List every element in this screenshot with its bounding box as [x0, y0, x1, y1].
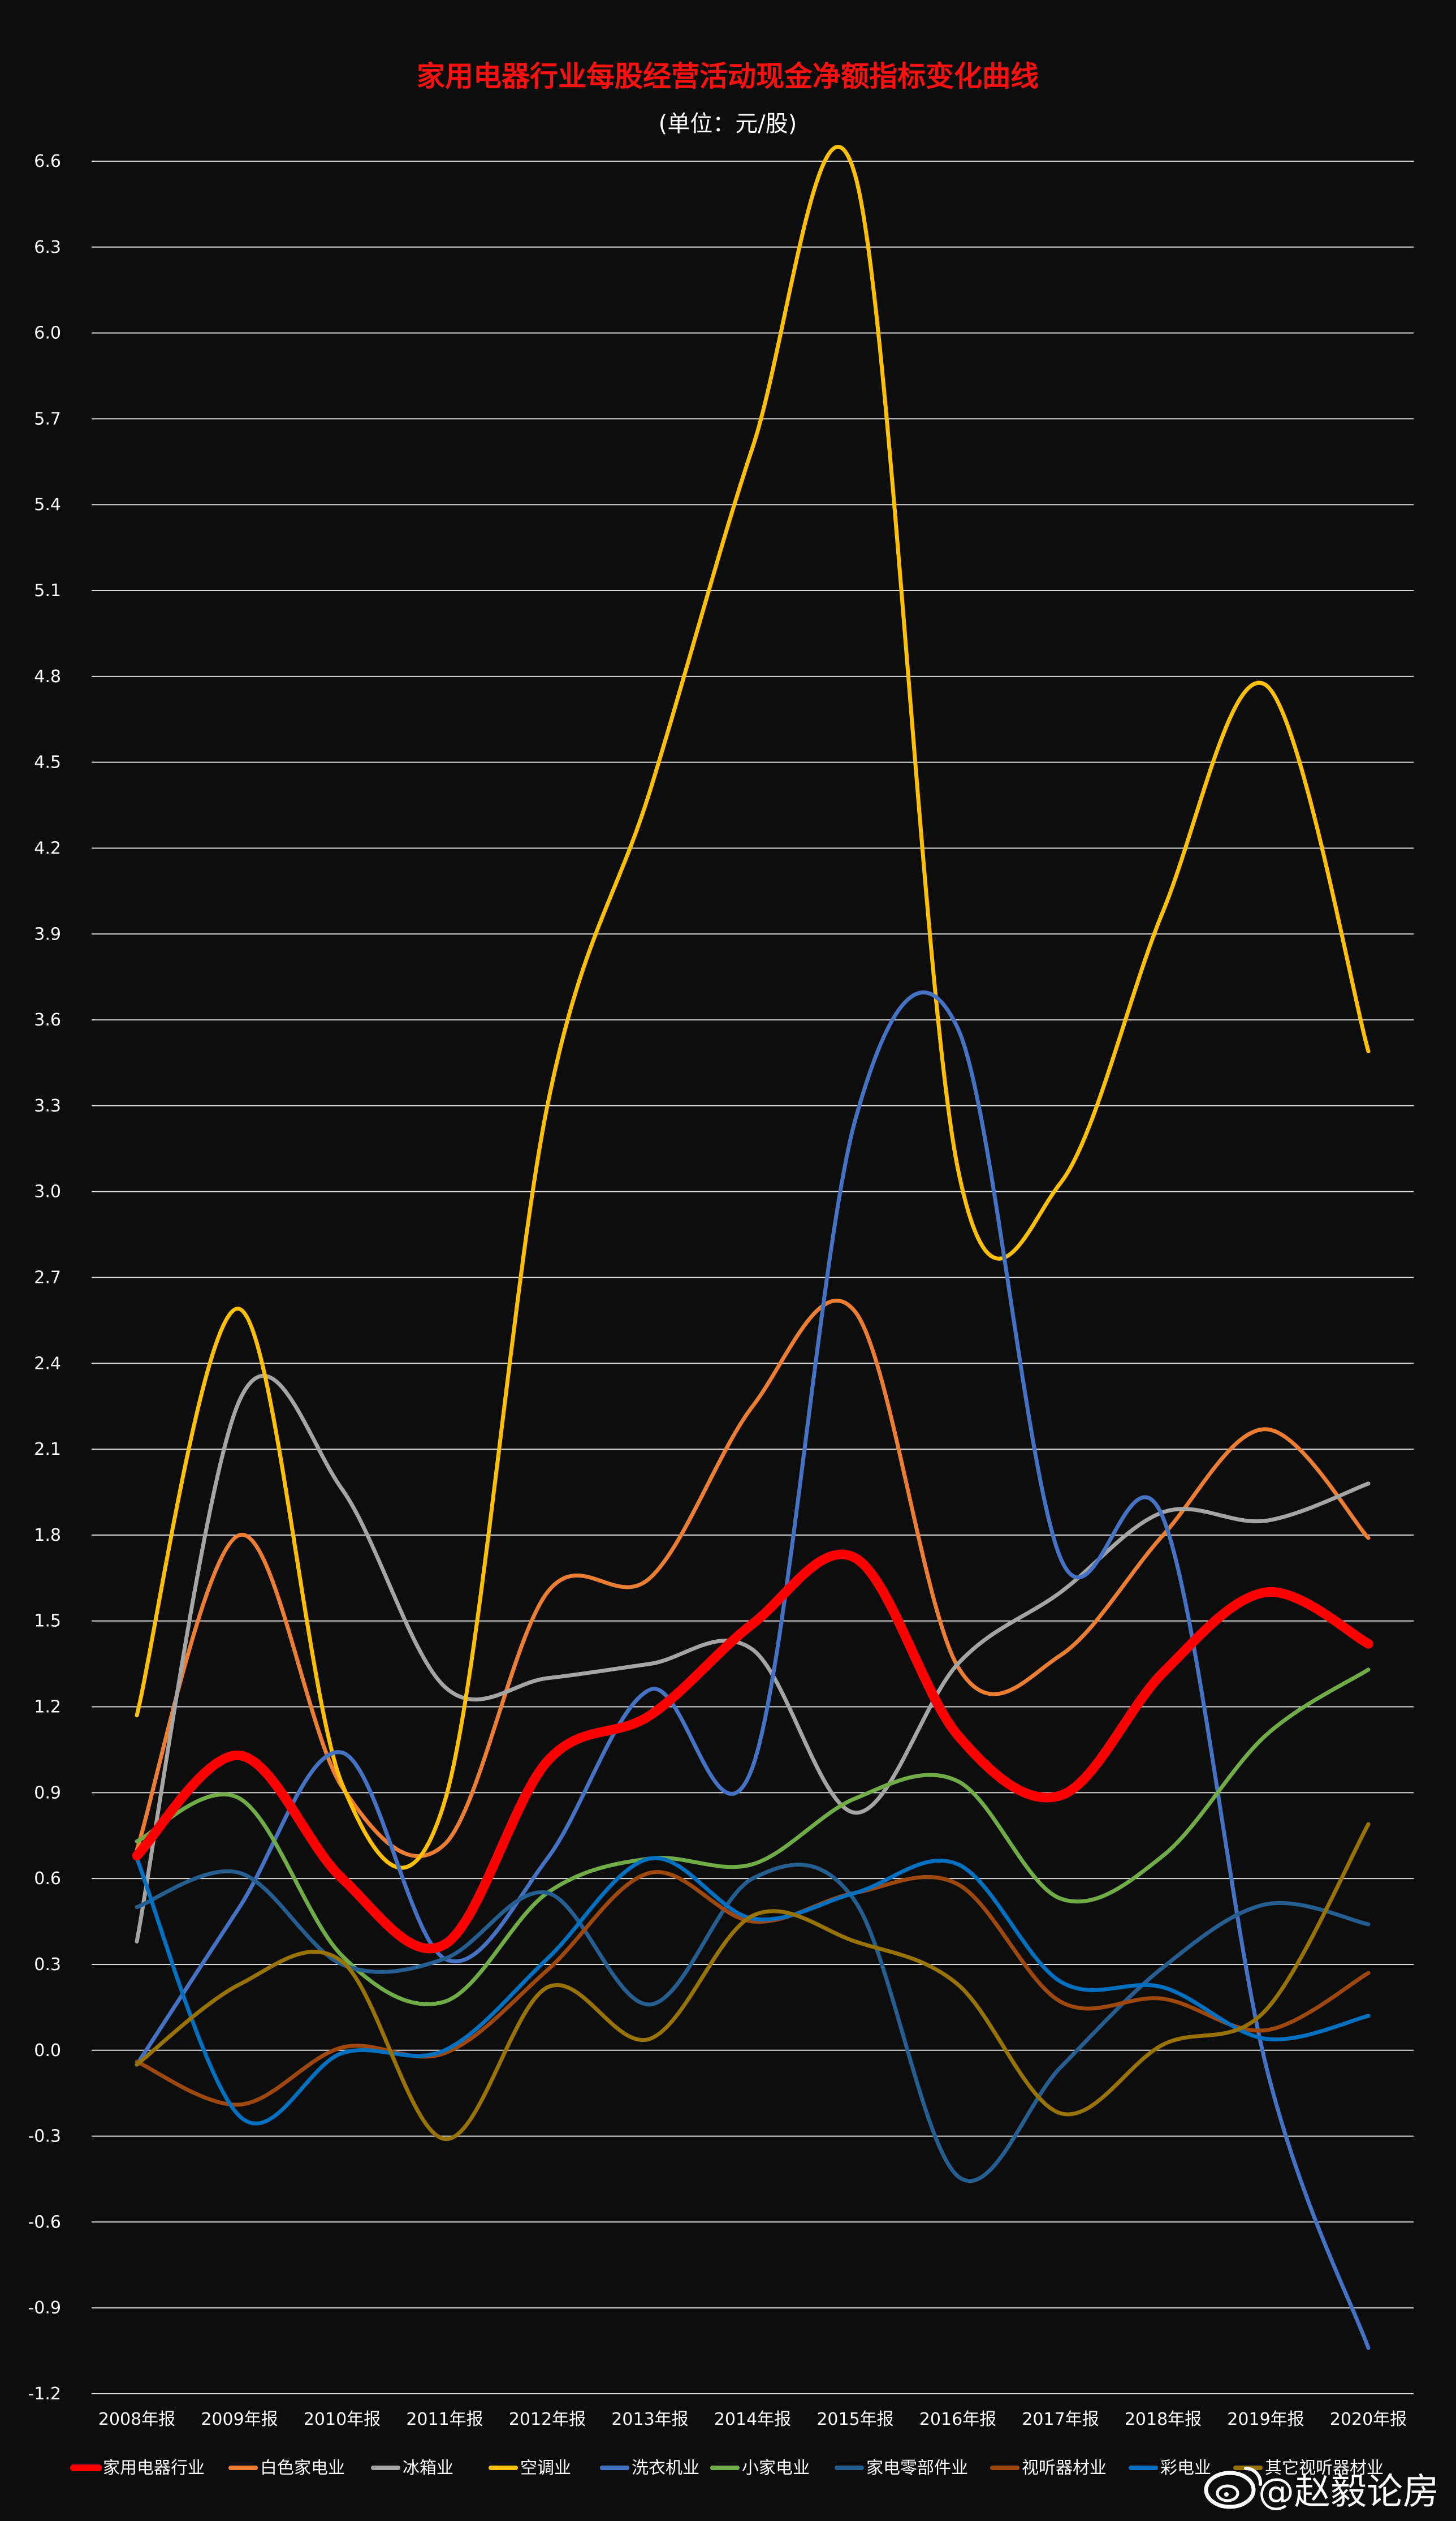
y-tick-label: 2.7: [34, 1268, 61, 1288]
y-tick-label: 1.5: [34, 1611, 61, 1631]
series-line: [135, 990, 1371, 2350]
y-tick-label: -0.9: [28, 2298, 61, 2318]
y-tick-label: 0.9: [34, 1783, 61, 1803]
x-tick-label: 2019年报: [1227, 2410, 1304, 2429]
y-tick-label: 0.0: [34, 2041, 61, 2061]
y-tick-label: 0.3: [34, 1955, 61, 1975]
y-tick-label: 0.6: [34, 1869, 61, 1889]
y-tick-label: 4.2: [34, 838, 61, 858]
legend-item-label: 洗衣机业: [632, 2458, 699, 2478]
weibo-icon: [1204, 2466, 1263, 2509]
legend-item-label: 视听器材业: [1022, 2458, 1107, 2478]
y-tick-label: 3.6: [34, 1010, 61, 1030]
x-tick-label: 2015年报: [816, 2410, 893, 2429]
x-tick-label: 2011年报: [406, 2410, 483, 2429]
legend-item-label: 彩电业: [1160, 2458, 1211, 2478]
legend-item-label: 空调业: [520, 2458, 571, 2478]
y-tick-label: 3.3: [34, 1096, 61, 1116]
y-tick-label: 2.4: [34, 1354, 61, 1373]
chart-title: 家用电器行业每股经营活动现金净额指标变化曲线: [417, 60, 1039, 93]
y-tick-label: 2.1: [34, 1440, 61, 1459]
series-line: [132, 1549, 1373, 1954]
watermark: @赵毅论房: [1204, 2466, 1439, 2513]
y-tick-label: 6.0: [34, 324, 61, 343]
series-line: [135, 1667, 1371, 2006]
y-tick-label: 3.9: [34, 924, 61, 944]
x-tick-label: 2012年报: [509, 2410, 586, 2429]
y-tick-label: 4.8: [34, 667, 61, 687]
y-tick-label: 1.8: [34, 1525, 61, 1545]
x-tick-label: 2016年报: [919, 2410, 996, 2429]
legend-item-label: 冰箱业: [403, 2458, 453, 2478]
y-tick-label: -0.6: [28, 2212, 61, 2232]
series-line: [135, 1870, 1371, 2107]
series-line: [135, 1299, 1371, 1858]
legend: 家用电器行业 白色家电业 冰箱业 空调业 洗衣机业 小家电业 家电零部件业 视听器材业 彩电业 其…: [70, 2458, 1384, 2478]
series-line: [135, 1856, 1371, 2126]
y-tick-label: -1.2: [28, 2384, 61, 2404]
x-tick-label: 2009年报: [201, 2410, 278, 2429]
legend-item-label: 小家电业: [742, 2458, 810, 2478]
x-tick-label: 2010年报: [304, 2410, 381, 2429]
y-tick-label: 6.3: [34, 238, 61, 257]
x-axis-ticks: 2008年报 2009年报 2010年报 2011年报 2012年报 2013年报 2014…: [98, 2410, 1407, 2429]
y-tick-label: 6.6: [34, 152, 61, 171]
x-tick-label: 2008年报: [98, 2410, 175, 2429]
y-axis-ticks: 6.6 6.3 6.0 5.7 5.4 5.1 4.8 4.5 4.2 3.9 3.6 3.3 3.0 2…: [28, 152, 61, 2404]
x-tick-label: 2017年报: [1022, 2410, 1099, 2429]
watermark-text: @赵毅论房: [1258, 2471, 1439, 2513]
x-tick-label: 2013年报: [611, 2410, 688, 2429]
x-tick-label: 2020年报: [1330, 2410, 1407, 2429]
y-tick-label: 4.5: [34, 753, 61, 773]
series-lines: [132, 145, 1373, 2350]
legend-item-label: 其它视听器材业: [1265, 2458, 1384, 2478]
x-tick-label: 2014年报: [714, 2410, 791, 2429]
y-tick-label: 1.2: [34, 1697, 61, 1717]
series-line: [135, 145, 1371, 1870]
legend-item-label: 家电零部件业: [866, 2458, 968, 2478]
chart-subtitle: (单位：元/股): [659, 111, 797, 137]
legend-item-label: 家用电器行业: [103, 2458, 205, 2478]
y-tick-label: 5.4: [34, 495, 61, 515]
y-tick-label: 5.1: [34, 581, 61, 601]
legend-item-label: 白色家电业: [260, 2458, 345, 2478]
y-tick-label: 5.7: [34, 409, 61, 429]
x-tick-label: 2018年报: [1125, 2410, 1202, 2429]
y-tick-label: -0.3: [28, 2127, 61, 2147]
series-line: [135, 1822, 1371, 2141]
y-tick-label: 3.0: [34, 1182, 61, 1202]
